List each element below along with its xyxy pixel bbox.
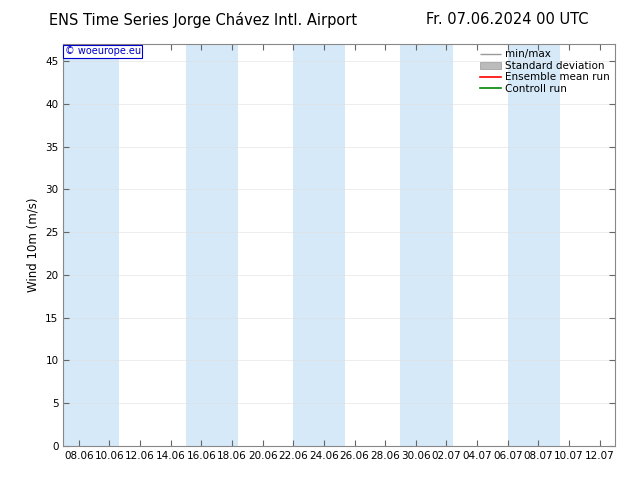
Legend: min/max, Standard deviation, Ensemble mean run, Controll run: min/max, Standard deviation, Ensemble me… [478,47,612,96]
Bar [293,44,346,446]
Text: © woeurope.eu: © woeurope.eu [65,46,141,56]
Bar [63,44,119,446]
Text: ENS Time Series Jorge Chávez Intl. Airport: ENS Time Series Jorge Chávez Intl. Airpo… [49,12,357,28]
Y-axis label: Wind 10m (m/s): Wind 10m (m/s) [27,198,40,292]
Bar [508,44,560,446]
Bar [401,44,453,446]
Text: Fr. 07.06.2024 00 UTC: Fr. 07.06.2024 00 UTC [426,12,588,27]
Bar [186,44,238,446]
